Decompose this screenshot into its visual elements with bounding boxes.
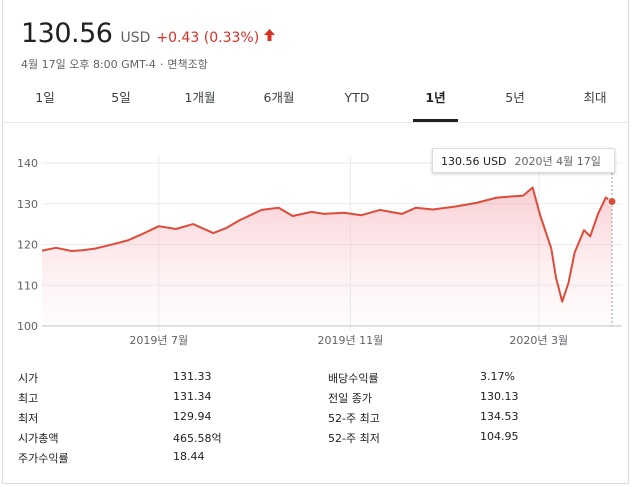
- stat-label: 주가수익률: [18, 452, 69, 465]
- stat-value: 130.13: [480, 390, 519, 403]
- timestamp-line: 4월 17일 오후 8:00 GMT-4 · 면책조항: [21, 56, 208, 72]
- y-tick-label: 130: [17, 198, 38, 211]
- stat-value: 129.94: [173, 410, 212, 423]
- price-area-fill: [42, 187, 612, 326]
- tab-1d[interactable]: 1일: [35, 90, 55, 105]
- y-tick-label: 120: [17, 239, 38, 252]
- price-line: [41, 186, 613, 303]
- currency-label: USD: [120, 30, 151, 46]
- stat-label: 52-주 최저: [328, 432, 380, 445]
- tab-max[interactable]: 최대: [583, 90, 607, 105]
- tab-1m[interactable]: 1개월: [184, 90, 216, 105]
- stat-value: 134.53: [480, 410, 519, 423]
- x-tick-label: 2020년 3월: [509, 334, 568, 347]
- tooltip-date: 2020년 4월 17일: [514, 155, 601, 168]
- price-chart[interactable]: 140 130 120 110 100 2019년 7월 2019년 11월 2020년 3월: [0, 148, 635, 358]
- tab-5d[interactable]: 5일: [111, 90, 131, 105]
- stat-label: 시가총액: [18, 432, 59, 445]
- x-tick-label: 2019년 11월: [317, 334, 383, 347]
- tab-ytd[interactable]: YTD: [344, 90, 370, 105]
- chart-tooltip: 130.56 USD 2020년 4월 17일: [432, 148, 615, 173]
- stat-label: 최저: [18, 412, 39, 425]
- stat-value: 131.33: [173, 370, 212, 383]
- tooltip-price: 130.56 USD: [441, 155, 507, 168]
- disclaimer-link[interactable]: 면책조항: [167, 58, 208, 71]
- stat-label: 시가: [18, 372, 39, 385]
- stat-label: 배당수익률: [328, 372, 379, 385]
- arrow-up-icon: [264, 26, 276, 45]
- stat-value: 131.34: [173, 390, 212, 403]
- stat-label: 전일 종가: [328, 392, 372, 405]
- tab-5y[interactable]: 5년: [505, 90, 525, 105]
- y-tick-label: 140: [17, 157, 38, 170]
- hover-point[interactable]: [607, 196, 617, 206]
- separator-dot: ·: [159, 58, 164, 71]
- stat-value: 465.58억: [173, 432, 222, 445]
- stat-label: 최고: [18, 392, 39, 405]
- y-tick-label: 100: [17, 320, 38, 333]
- tab-6m[interactable]: 6개월: [263, 90, 295, 105]
- current-price: 130.56: [21, 18, 113, 49]
- price-row: 130.56 USD +0.43 (0.33%): [21, 18, 276, 49]
- tab-1y[interactable]: 1년: [413, 82, 458, 122]
- stat-value: 18.44: [173, 450, 205, 463]
- price-change: +0.43 (0.33%): [156, 30, 260, 46]
- x-tick-label: 2019년 7월: [129, 334, 188, 347]
- stat-value: 104.95: [480, 430, 519, 443]
- stat-value: 3.17%: [480, 370, 515, 383]
- quote-timestamp: 4월 17일 오후 8:00 GMT-4: [21, 58, 156, 71]
- stat-label: 52-주 최고: [328, 412, 380, 425]
- range-tabs: 1일 5일 1개월 6개월 YTD 1년 5년 최대: [3, 82, 628, 123]
- y-tick-label: 110: [17, 279, 38, 292]
